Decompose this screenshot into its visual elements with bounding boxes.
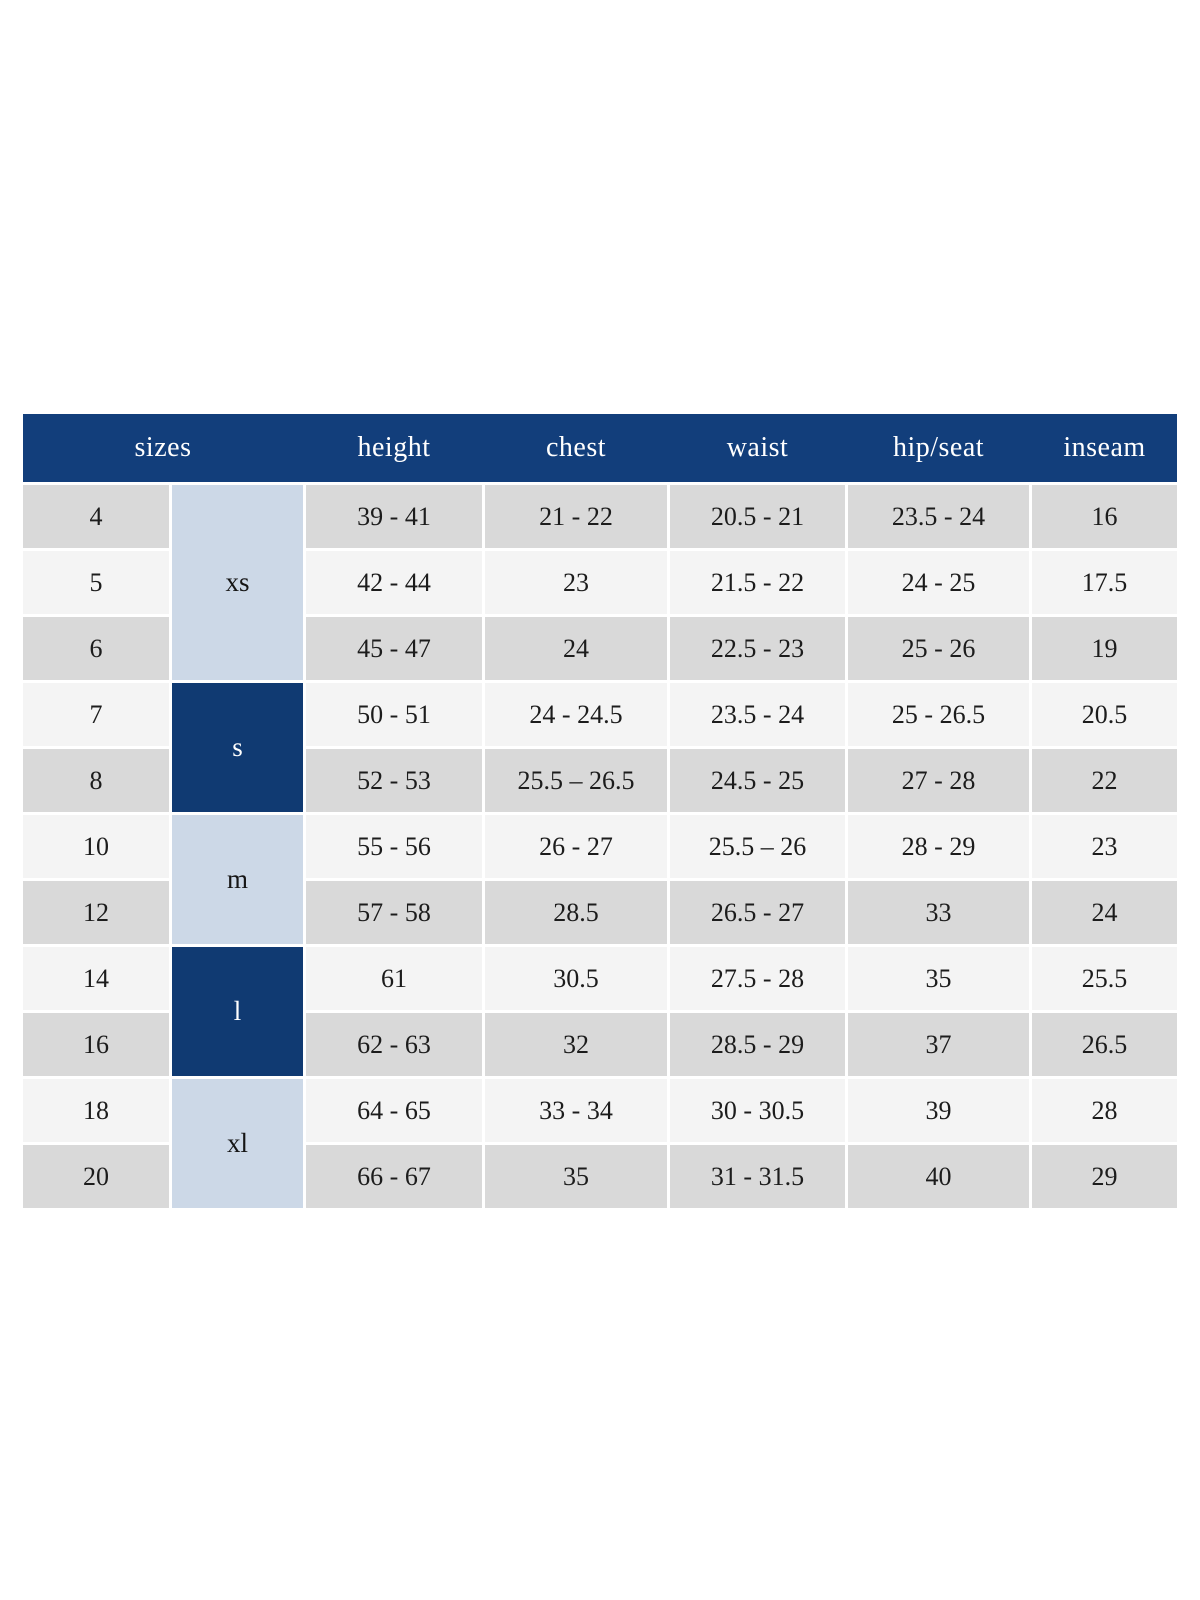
size-cell: 12 [23, 881, 169, 944]
size-cell: 5 [23, 551, 169, 614]
hip-seat-cell: 23.5 - 24 [848, 485, 1029, 548]
inseam-cell: 29 [1032, 1145, 1177, 1208]
group-cell-m: m [172, 815, 303, 944]
group-cell-l: l [172, 947, 303, 1076]
chest-cell: 30.5 [485, 947, 667, 1010]
inseam-cell: 28 [1032, 1079, 1177, 1142]
waist-cell: 26.5 - 27 [670, 881, 845, 944]
chest-cell: 23 [485, 551, 667, 614]
chest-cell: 21 - 22 [485, 485, 667, 548]
inseam-cell: 16 [1032, 485, 1177, 548]
hip-seat-cell: 37 [848, 1013, 1029, 1076]
group-cell-xl: xl [172, 1079, 303, 1208]
size-cell: 10 [23, 815, 169, 878]
hip-seat-cell: 28 - 29 [848, 815, 1029, 878]
height-cell: 52 - 53 [306, 749, 482, 812]
size-cell: 4 [23, 485, 169, 548]
size-cell: 7 [23, 683, 169, 746]
size-cell: 20 [23, 1145, 169, 1208]
waist-cell: 31 - 31.5 [670, 1145, 845, 1208]
chest-cell: 28.5 [485, 881, 667, 944]
header-cell-chest: chest [545, 432, 607, 463]
size-cell: 16 [23, 1013, 169, 1076]
waist-cell: 21.5 - 22 [670, 551, 845, 614]
inseam-cell: 25.5 [1032, 947, 1177, 1010]
size-cell: 6 [23, 617, 169, 680]
size-cell: 18 [23, 1079, 169, 1142]
chest-cell: 24 [485, 617, 667, 680]
chest-cell: 33 - 34 [485, 1079, 667, 1142]
hip-seat-cell: 40 [848, 1145, 1029, 1208]
size-chart-table: sizes height chest waist hip/seat inseam… [23, 414, 1177, 1208]
height-cell: 64 - 65 [306, 1079, 482, 1142]
chest-cell: 25.5 – 26.5 [485, 749, 667, 812]
header-cell-inseam: inseam [1063, 432, 1146, 463]
group-cell-s: s [172, 683, 303, 812]
chest-cell: 26 - 27 [485, 815, 667, 878]
height-cell: 57 - 58 [306, 881, 482, 944]
chest-cell: 24 - 24.5 [485, 683, 667, 746]
header-cell-hip-seat: hip/seat [892, 432, 985, 463]
inseam-cell: 22 [1032, 749, 1177, 812]
inseam-cell: 23 [1032, 815, 1177, 878]
height-cell: 66 - 67 [306, 1145, 482, 1208]
chest-cell: 32 [485, 1013, 667, 1076]
inseam-cell: 20.5 [1032, 683, 1177, 746]
hip-seat-cell: 39 [848, 1079, 1029, 1142]
hip-seat-cell: 24 - 25 [848, 551, 1029, 614]
inseam-cell: 26.5 [1032, 1013, 1177, 1076]
waist-cell: 25.5 – 26 [670, 815, 845, 878]
waist-cell: 27.5 - 28 [670, 947, 845, 1010]
height-cell: 42 - 44 [306, 551, 482, 614]
header-cell-waist: waist [726, 432, 789, 463]
height-cell: 62 - 63 [306, 1013, 482, 1076]
header-cell-height: height [357, 432, 431, 463]
waist-cell: 20.5 - 21 [670, 485, 845, 548]
height-cell: 55 - 56 [306, 815, 482, 878]
hip-seat-cell: 35 [848, 947, 1029, 1010]
chest-cell: 35 [485, 1145, 667, 1208]
waist-cell: 24.5 - 25 [670, 749, 845, 812]
height-cell: 39 - 41 [306, 485, 482, 548]
waist-cell: 30 - 30.5 [670, 1079, 845, 1142]
height-cell: 45 - 47 [306, 617, 482, 680]
group-cell-xs: xs [172, 485, 303, 680]
height-cell: 61 [306, 947, 482, 1010]
size-cell: 8 [23, 749, 169, 812]
inseam-cell: 17.5 [1032, 551, 1177, 614]
header-cell-sizes: sizes [134, 432, 192, 463]
inseam-cell: 19 [1032, 617, 1177, 680]
hip-seat-cell: 25 - 26.5 [848, 683, 1029, 746]
waist-cell: 28.5 - 29 [670, 1013, 845, 1076]
hip-seat-cell: 33 [848, 881, 1029, 944]
hip-seat-cell: 27 - 28 [848, 749, 1029, 812]
table-header-row: sizes height chest waist hip/seat inseam [23, 414, 1177, 482]
height-cell: 50 - 51 [306, 683, 482, 746]
inseam-cell: 24 [1032, 881, 1177, 944]
size-cell: 14 [23, 947, 169, 1010]
waist-cell: 22.5 - 23 [670, 617, 845, 680]
waist-cell: 23.5 - 24 [670, 683, 845, 746]
hip-seat-cell: 25 - 26 [848, 617, 1029, 680]
